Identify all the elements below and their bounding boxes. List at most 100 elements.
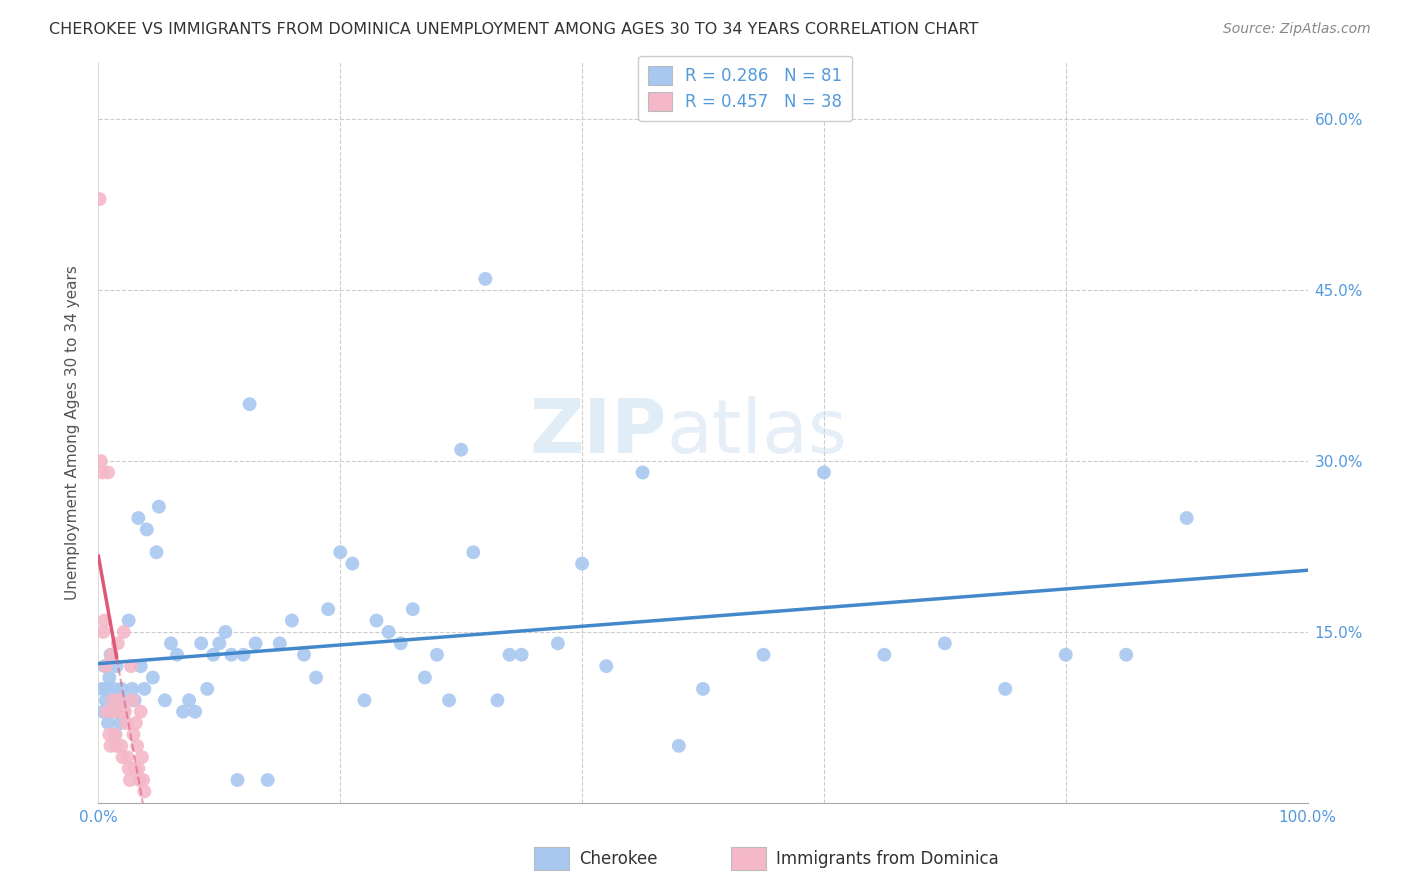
Point: [329, 545, 352, 559]
Text: ZIP: ZIP: [530, 396, 666, 469]
Point: [108, 693, 131, 707]
Point: [184, 705, 207, 719]
Point: [105, 739, 128, 753]
Point: [281, 614, 304, 628]
Point: [108, 693, 131, 707]
Point: [463, 545, 485, 559]
Point: [145, 545, 167, 559]
Point: [122, 727, 145, 741]
Point: [124, 693, 146, 707]
Point: [413, 671, 436, 685]
Point: [114, 705, 136, 719]
Point: [91, 624, 114, 639]
Point: [166, 648, 188, 662]
Point: [305, 671, 328, 685]
Point: [450, 442, 472, 457]
Point: [91, 466, 114, 480]
Point: [571, 557, 593, 571]
Point: [292, 648, 315, 662]
Text: Source: ZipAtlas.com: Source: ZipAtlas.com: [1223, 22, 1371, 37]
Point: [389, 636, 412, 650]
Point: [121, 693, 143, 707]
Point: [366, 614, 388, 628]
Point: [486, 693, 509, 707]
Point: [179, 693, 201, 707]
Point: [103, 705, 125, 719]
Point: [93, 659, 115, 673]
Point: [115, 716, 138, 731]
Point: [752, 648, 775, 662]
Point: [256, 772, 278, 787]
Point: [239, 397, 262, 411]
Point: [91, 681, 114, 696]
Point: [96, 681, 118, 696]
Point: [100, 705, 122, 719]
Point: [121, 681, 143, 696]
Point: [117, 750, 139, 764]
Point: [245, 636, 267, 650]
Point: [101, 693, 124, 707]
Point: [91, 705, 114, 719]
Point: [510, 648, 533, 662]
Point: [100, 648, 122, 662]
Point: [631, 466, 654, 480]
Point: [129, 659, 152, 673]
Point: [104, 727, 127, 741]
Y-axis label: Unemployment Among Ages 30 to 34 years: Unemployment Among Ages 30 to 34 years: [65, 265, 80, 600]
Point: [127, 762, 149, 776]
Point: [221, 648, 243, 662]
Point: [118, 614, 141, 628]
Text: atlas: atlas: [666, 396, 848, 469]
Point: [1115, 648, 1137, 662]
Point: [127, 511, 149, 525]
Point: [342, 557, 364, 571]
Point: [110, 681, 132, 696]
Point: [498, 648, 520, 662]
Legend: R = 0.286   N = 81, R = 0.457   N = 38: R = 0.286 N = 81, R = 0.457 N = 38: [638, 56, 852, 121]
Point: [111, 705, 134, 719]
Point: [110, 739, 132, 753]
Point: [127, 739, 149, 753]
Point: [118, 762, 141, 776]
Point: [131, 750, 153, 764]
Point: [100, 648, 122, 662]
Point: [668, 739, 690, 753]
Point: [437, 693, 460, 707]
Point: [402, 602, 425, 616]
Point: [104, 727, 127, 741]
Point: [1175, 511, 1198, 525]
Point: [107, 636, 129, 650]
Point: [132, 772, 155, 787]
Text: CHEROKEE VS IMMIGRANTS FROM DOMINICA UNEMPLOYMENT AMONG AGES 30 TO 34 YEARS CORR: CHEROKEE VS IMMIGRANTS FROM DOMINICA UNE…: [49, 22, 979, 37]
Point: [98, 671, 121, 685]
Point: [208, 636, 231, 650]
Point: [172, 705, 194, 719]
Point: [129, 705, 152, 719]
Point: [108, 705, 131, 719]
Point: [269, 636, 291, 650]
Point: [111, 750, 134, 764]
Point: [474, 272, 496, 286]
Point: [107, 705, 129, 719]
Point: [124, 762, 146, 776]
Point: [426, 648, 449, 662]
Point: [97, 466, 120, 480]
Point: [89, 192, 111, 206]
Point: [94, 659, 117, 673]
Point: [97, 716, 120, 731]
Point: [101, 693, 124, 707]
Point: [108, 716, 131, 731]
Point: [120, 659, 142, 673]
Point: [112, 624, 135, 639]
Point: [125, 716, 148, 731]
Point: [98, 727, 121, 741]
Text: Immigrants from Dominica: Immigrants from Dominica: [776, 849, 998, 868]
Point: [128, 772, 150, 787]
Point: [148, 500, 170, 514]
Point: [114, 693, 136, 707]
Point: [813, 466, 835, 480]
Point: [153, 693, 176, 707]
Point: [93, 614, 115, 628]
Point: [105, 659, 128, 673]
Point: [377, 624, 399, 639]
